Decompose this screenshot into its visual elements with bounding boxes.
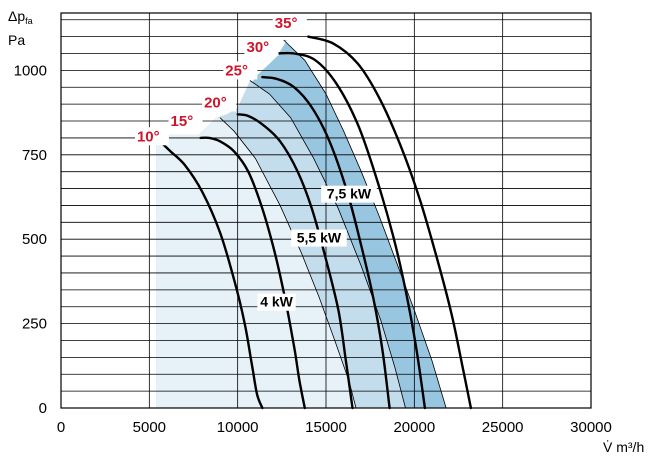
power-zone-label-bg	[257, 293, 296, 311]
x-tick-label: 25000	[482, 419, 524, 436]
power-zone-boundary	[249, 80, 406, 409]
blade-angle-label-bg	[134, 127, 169, 146]
blade-angle-label-bg	[223, 61, 258, 80]
blade-angle-label: 30°	[247, 39, 270, 56]
x-axis-label: V̇ m³/h	[603, 439, 644, 455]
power-zone-label: 7,5 kW	[327, 186, 372, 202]
power-zone-labels: 4 kW 5,5 kW 7,5 kW	[257, 185, 377, 311]
blade-angle-label-bg	[168, 112, 203, 131]
y-tick-labels: 0 250 500 750 1000	[14, 62, 47, 417]
y-tick-label: 0	[39, 400, 47, 417]
power-zones	[156, 40, 447, 408]
x-tick-labels: 0 5000 10000 15000 20000 25000 30000	[57, 419, 612, 436]
x-tick-label: 0	[57, 419, 65, 436]
blade-angle-label-bg	[272, 14, 307, 33]
blade-angle-labels: 10° 15° 20° 25° 30° 35°	[134, 14, 307, 146]
x-tick-label: 10000	[217, 419, 259, 436]
blade-angle-curves	[151, 35, 473, 410]
blade-angle-label: 15°	[171, 113, 194, 130]
blade-angle-label: 10°	[137, 128, 160, 145]
y-axis-label-subscript: fa	[25, 16, 33, 26]
y-tick-label: 500	[22, 231, 47, 248]
power-zone-1	[156, 117, 356, 408]
curve-30deg	[275, 51, 427, 410]
curve-20deg	[236, 113, 354, 410]
x-tick-label: 20000	[393, 419, 435, 436]
y-axis-label: Δpfa	[8, 8, 33, 26]
blade-angle-label: 20°	[204, 95, 227, 112]
y-tick-label: 250	[22, 316, 47, 333]
x-tick-label: 15000	[305, 419, 347, 436]
power-zone-label: 5,5 kW	[297, 230, 342, 246]
y-axis-label-main: Δp	[8, 8, 25, 24]
y-axis-unit: Pa	[8, 32, 25, 48]
blade-angle-label: 25°	[225, 62, 248, 79]
blade-angle-label-bg	[202, 93, 237, 112]
power-zone-label-bg	[321, 185, 377, 203]
x-tick-label: 5000	[133, 419, 166, 436]
blade-angle-label: 35°	[275, 15, 298, 32]
curve-25deg	[261, 75, 391, 410]
y-tick-label: 750	[22, 147, 47, 164]
plot-frame	[60, 12, 592, 409]
y-tick-label: 1000	[14, 62, 47, 79]
curve-10deg	[151, 133, 264, 410]
curve-15deg	[199, 136, 306, 410]
curve-35deg	[307, 35, 473, 410]
blade-angle-label-bg	[244, 37, 279, 56]
x-tick-label: 30000	[570, 419, 612, 436]
power-zone-boundary	[219, 117, 357, 409]
power-zone-label-bg	[291, 229, 347, 247]
power-zone-label: 4 kW	[260, 294, 293, 310]
